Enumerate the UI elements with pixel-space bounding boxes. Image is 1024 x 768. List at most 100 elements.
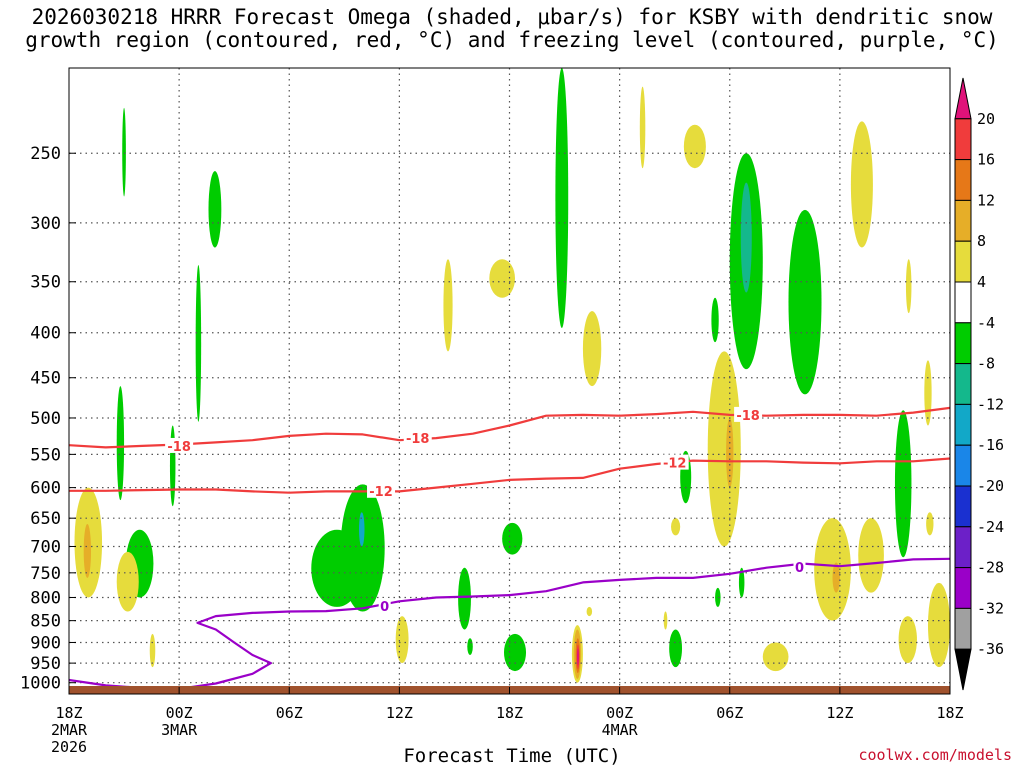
colorbar-label--4: -4 <box>977 314 995 332</box>
grid-lines <box>69 68 950 694</box>
x-tick-label-15-0: 00Z <box>606 704 633 722</box>
colorbar-label--8: -8 <box>977 355 995 373</box>
colorbar-label--28: -28 <box>977 559 1004 577</box>
omega-shading <box>74 68 950 683</box>
y-axis: 2503003504004505005506006507007508008509… <box>20 144 76 694</box>
x-tick-label-9-0: 12Z <box>386 704 413 722</box>
contour-label-0-2: -18 <box>736 409 760 424</box>
contour-label-2-1: 0 <box>795 561 804 576</box>
omega-region-9 <box>458 567 471 630</box>
y-tick-label-950: 950 <box>30 654 61 674</box>
contour-line-red-0 <box>69 406 950 449</box>
contour-label-1-0: -12 <box>369 485 393 500</box>
y-tick-label-900: 900 <box>30 633 61 653</box>
omega-region-10 <box>502 522 523 555</box>
x-tick-label-12-0: 18Z <box>496 704 523 722</box>
y-tick-label-500: 500 <box>30 409 61 429</box>
omega-region-12 <box>467 638 473 655</box>
y-tick-label-450: 450 <box>30 369 61 389</box>
colorbar-band-2 <box>954 159 972 201</box>
omega-region-21 <box>715 587 721 607</box>
colorbar-band-top <box>954 77 972 120</box>
y-tick-label-1000: 1000 <box>20 674 61 694</box>
omega-region-22 <box>738 567 745 598</box>
y-tick-label-550: 550 <box>30 445 61 465</box>
omega-region-29 <box>489 259 516 298</box>
contour-label-bg-0-0 <box>165 437 194 453</box>
colorbar-label-20: 20 <box>977 110 995 128</box>
omega-region-36 <box>762 642 789 672</box>
colorbar-band-3 <box>954 199 972 242</box>
omega-region-11 <box>503 633 527 672</box>
omega-region-13 <box>555 68 569 328</box>
chart-title-line-2: growth region (contoured, red, °C) and f… <box>25 28 999 52</box>
omega-region-28 <box>443 259 453 352</box>
contour-label-bg-1-1 <box>660 454 689 470</box>
x-tick-label-6-0: 06Z <box>276 704 303 722</box>
omega-region-18 <box>740 182 752 293</box>
omega-region-41 <box>905 259 912 314</box>
omega-region-30 <box>582 311 602 387</box>
omega-region-16 <box>711 297 719 343</box>
colorbar-label-8: 8 <box>977 232 986 250</box>
omega-region-19 <box>788 209 822 395</box>
omega-region-38 <box>832 562 840 593</box>
x-tick-label-3-0: 00Z <box>166 704 193 722</box>
x-tick-label-0-2: 2026 <box>51 738 87 756</box>
x-tick-label-15-1: 4MAR <box>602 721 639 739</box>
contour-label-0-1: -18 <box>406 432 430 447</box>
omega-region-52 <box>663 611 668 630</box>
omega-region-26 <box>149 633 156 668</box>
omega-region-32 <box>683 124 706 169</box>
credit-link[interactable]: coolwx.com/models <box>858 746 1012 764</box>
y-tick-label-400: 400 <box>30 324 61 344</box>
contour-label-bg-1-0 <box>367 482 396 498</box>
omega-region-39 <box>858 518 884 593</box>
y-tick-label-800: 800 <box>30 588 61 608</box>
contour-label-bg-0-2 <box>734 406 763 422</box>
colorbar-band-6 <box>954 322 972 365</box>
x-tick-label-18-0: 06Z <box>716 704 743 722</box>
omega-region-42 <box>924 360 932 426</box>
colorbar-label-16: 16 <box>977 151 995 169</box>
omega-region-25 <box>116 551 139 612</box>
omega-region-24 <box>83 524 92 578</box>
y-tick-label-250: 250 <box>30 144 61 164</box>
colorbar-band-11 <box>954 526 972 569</box>
omega-region-33 <box>671 518 681 536</box>
colorbar-band-7 <box>954 363 972 405</box>
colorbar-band-8 <box>954 403 972 446</box>
omega-region-43 <box>926 512 934 536</box>
x-axis-label: Forecast Time (UTC) <box>403 745 621 767</box>
x-tick-label-24-0: 18Z <box>936 704 963 722</box>
colorbar-band-10 <box>954 485 972 528</box>
contour-label-bg-2-1 <box>793 559 806 575</box>
contour-label-bg-0-1 <box>403 430 432 446</box>
omega-region-20 <box>894 410 912 558</box>
omega-region-27 <box>395 616 409 664</box>
contour-label-2-0: 0 <box>380 600 389 615</box>
x-tick-label-3-1: 3MAR <box>161 721 198 739</box>
contour-line-red-1 <box>69 457 950 494</box>
omega-region-45 <box>927 582 950 668</box>
chart-title-line-1: 2026030218 HRRR Forecast Omega (shaded, … <box>31 5 993 29</box>
colorbar-band-9 <box>954 444 972 487</box>
y-tick-label-700: 700 <box>30 537 61 557</box>
colorbar-band-bottom <box>954 648 972 691</box>
contour-label-bg-2-0 <box>378 597 391 613</box>
colorbar-band-5 <box>954 281 972 324</box>
y-tick-label-350: 350 <box>30 273 61 293</box>
omega-region-50 <box>577 648 579 666</box>
chart-title: 2026030218 HRRR Forecast Omega (shaded, … <box>0 6 1024 52</box>
colorbar-label--36: -36 <box>977 640 1004 658</box>
y-tick-label-600: 600 <box>30 479 61 499</box>
omega-region-40 <box>850 121 873 248</box>
y-tick-label-750: 750 <box>30 564 61 584</box>
colorbar-band-1 <box>954 118 972 161</box>
omega-region-37 <box>814 518 851 621</box>
colorbar-label--12: -12 <box>977 395 1004 413</box>
omega-region-31 <box>639 86 646 169</box>
colorbar: -36 -32 -28 -24 -20 -16 -12 -8 -4 4 8 12 16 20 <box>954 77 1004 691</box>
